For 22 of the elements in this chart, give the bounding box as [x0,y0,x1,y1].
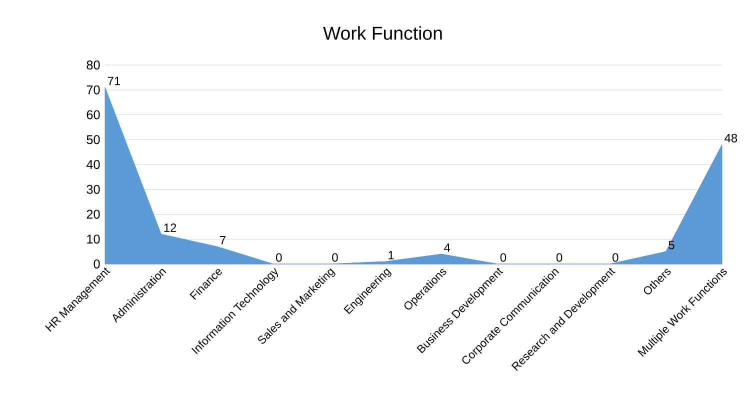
y-tick-label: 50 [86,135,100,144]
data-label: 12 [164,223,176,232]
data-label: 48 [724,134,738,142]
chart-title: Work Function [323,26,442,40]
y-tick-label: 80 [86,60,100,70]
data-label: 7 [220,236,226,244]
data-label: 5 [668,240,674,250]
y-tick-label: 30 [86,184,100,194]
data-label: 0 [556,253,562,262]
data-label: 4 [444,244,450,252]
y-tick-label: 10 [87,234,100,244]
data-label: 1 [388,250,394,260]
data-label: 0 [332,253,338,262]
y-tick-label: 40 [86,160,100,169]
y-tick-label: 70 [86,85,100,94]
y-tick-label: 20 [86,210,100,219]
data-label: 0 [500,253,506,262]
y-tick-label: 60 [86,110,100,120]
data-label: 0 [612,253,618,262]
data-label: 71 [108,76,120,86]
y-tick-label: 0 [94,260,100,268]
data-label: 0 [276,253,282,262]
